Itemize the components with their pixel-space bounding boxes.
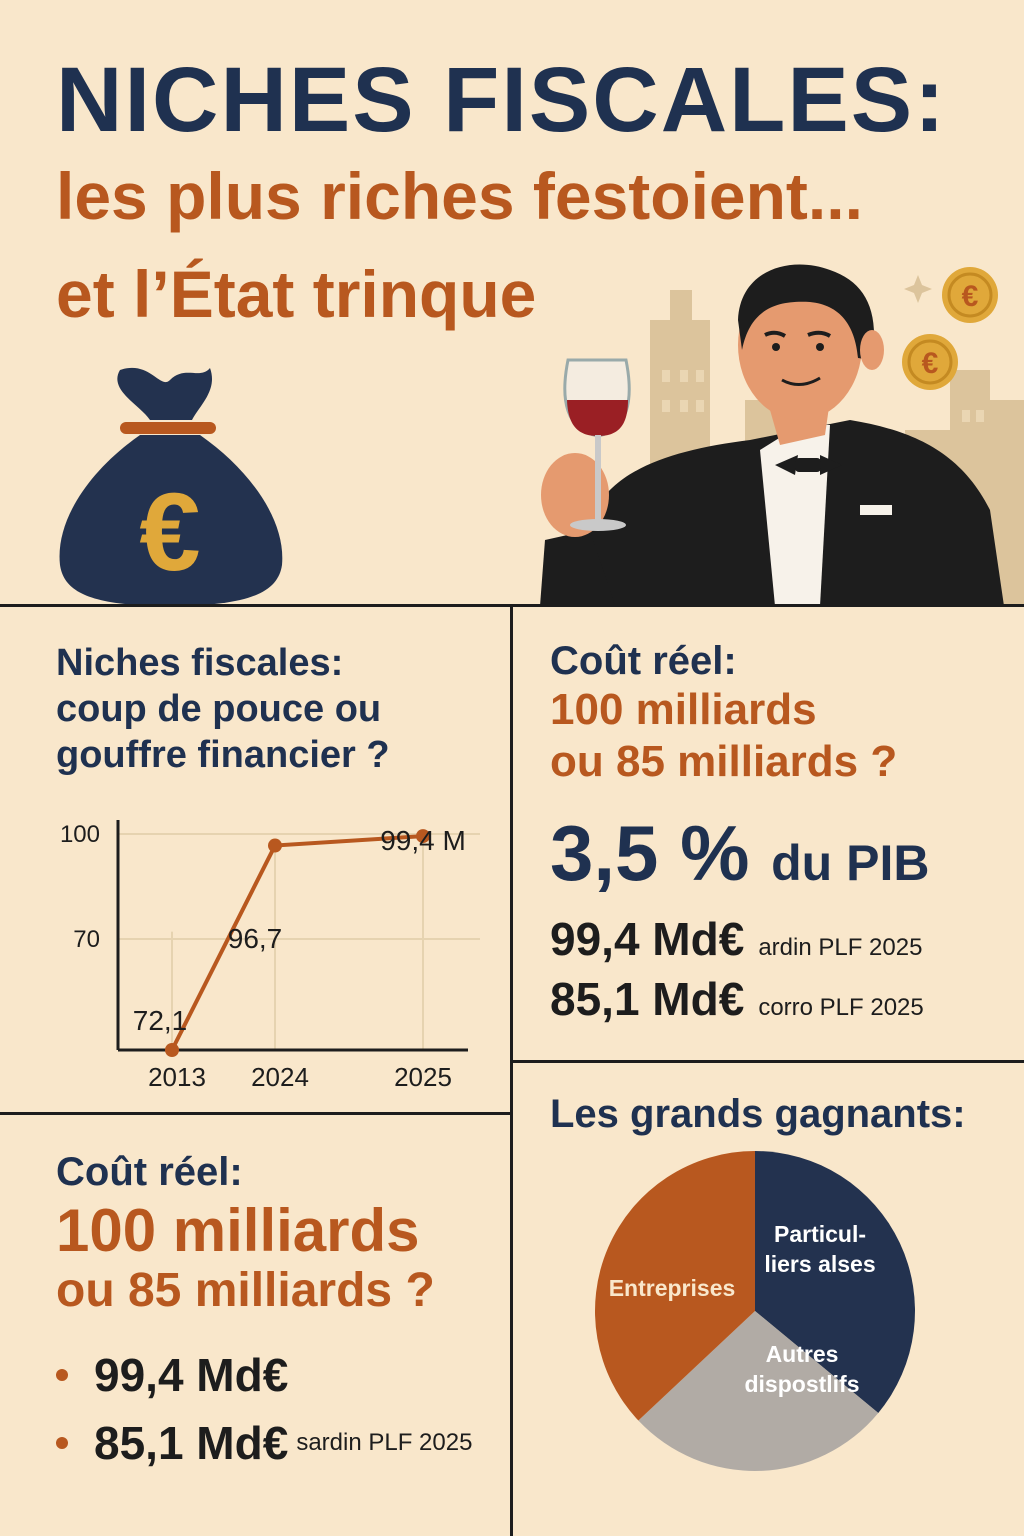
- page-subtitle-line1: les plus riches festoient...: [56, 159, 863, 233]
- svg-text:€: €: [962, 280, 979, 313]
- divider: [0, 1112, 512, 1115]
- coin-icon: €: [902, 334, 958, 390]
- gdp-share-value: 3,5 %: [550, 809, 750, 897]
- cost-evolution-chart: 100 70 72,1 96,7 99,4 M 2013 2024 2025: [60, 820, 480, 1092]
- winners-pie-chart: Particul-liers alses Autres dispostlifs Ent…: [595, 1151, 915, 1471]
- amount-value: 99,4 Md€: [550, 913, 745, 965]
- x-tick-label: 2024: [251, 1062, 309, 1092]
- bullet-item: 99,4 Md€: [56, 1348, 296, 1402]
- coin-icon: €: [942, 267, 998, 323]
- x-tick-label: 2025: [394, 1062, 452, 1092]
- cost-right-line2: 100 milliards: [550, 685, 817, 734]
- data-label: 96,7: [228, 923, 283, 954]
- winners-heading: Les grands gagnants:: [550, 1092, 966, 1136]
- data-point: [268, 838, 282, 853]
- amount-value: 85,1 Md€: [550, 973, 745, 1025]
- rich-man-illustration: € €: [540, 264, 1024, 606]
- data-point: [165, 1043, 179, 1057]
- cost-left-line1: Coût réel:: [56, 1150, 243, 1194]
- page-title: NICHES FISCALES:: [56, 49, 947, 151]
- cost-right-line1: Coût réel:: [550, 639, 737, 683]
- amount-row: 99,4 Md€ ardin PLF 2025: [550, 912, 922, 966]
- cost-left-line3: ou 85 milliards ?: [56, 1264, 435, 1317]
- gdp-share-suffix: du PIB: [771, 835, 930, 891]
- panel-evolution-heading: Niches fiscales: coup de pouce ou gouffr…: [56, 640, 390, 778]
- y-tick-label: 70: [73, 926, 100, 953]
- divider: [510, 604, 513, 1536]
- page-subtitle-line2: et l’État trinque: [56, 257, 537, 331]
- heading-line: coup de pouce ou: [56, 688, 382, 730]
- pie-slice-label: Entreprises: [609, 1275, 736, 1301]
- amount-note: corro PLF 2025: [758, 994, 924, 1021]
- bullet-note: sardin PLF 2025: [296, 1429, 473, 1456]
- amount-note: ardin PLF 2025: [758, 934, 923, 961]
- bullet-dot: [56, 1369, 68, 1381]
- pie-slice-label: Autres dispostlifs: [744, 1341, 859, 1397]
- bullet-amount: 85,1 Md€: [94, 1417, 289, 1469]
- amount-row: 85,1 Md€ corro PLF 2025: [550, 972, 924, 1026]
- cost-right-line3: ou 85 milliards ?: [550, 737, 898, 786]
- bullet-item: 85,1 Md€ sardin PLF 2025: [56, 1416, 472, 1470]
- euro-symbol: €: [139, 471, 200, 594]
- series-line: [170, 834, 424, 1051]
- svg-text:€: €: [922, 347, 939, 380]
- bullet-dot: [56, 1437, 68, 1449]
- heading-line: gouffre financier ?: [56, 734, 390, 776]
- money-bag-icon: €: [59, 367, 283, 606]
- heading-line: Niches fiscales:: [56, 642, 344, 684]
- pie-slice-label: Particul-liers alses: [764, 1221, 875, 1277]
- data-label: 72,1: [133, 1005, 188, 1036]
- x-tick-label: 2013: [148, 1062, 206, 1092]
- pie-slice: [638, 1311, 879, 1471]
- y-tick-label: 100: [60, 821, 100, 848]
- data-point: [416, 829, 430, 844]
- bullet-amount: 99,4 Md€: [94, 1349, 289, 1401]
- cost-left-line2: 100 milliards: [56, 1197, 420, 1264]
- pie-slice: [595, 1151, 755, 1421]
- pie-slice: [755, 1151, 915, 1413]
- divider: [510, 1060, 1024, 1063]
- data-label: 99,4 M: [380, 825, 466, 856]
- gdp-share: 3,5 % du PIB: [550, 808, 929, 908]
